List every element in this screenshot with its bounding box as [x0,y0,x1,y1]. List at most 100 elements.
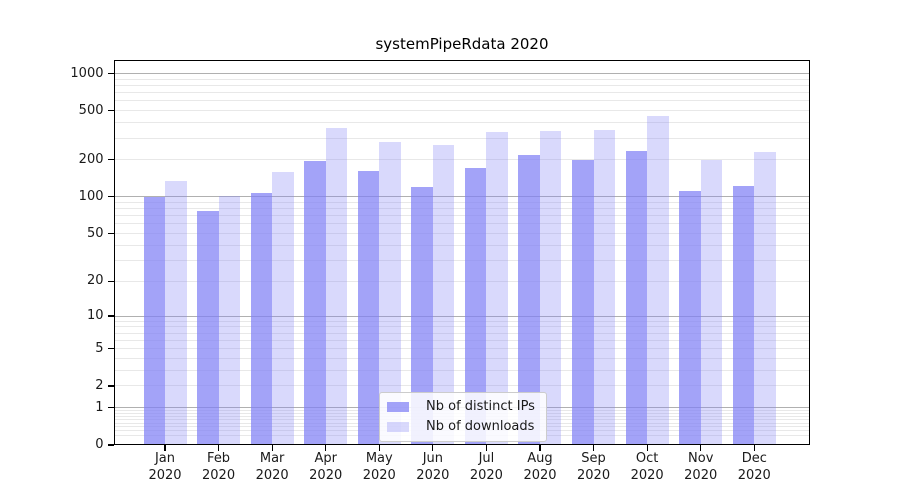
y-gridline-minor [114,92,810,94]
x-tick-mark [592,445,595,451]
x-tick-mark [164,445,166,451]
x-tick-mark [539,445,541,451]
x-tick-label: May 2020 [362,451,396,483]
x-tick-label: Feb 2020 [202,451,236,483]
bar-mar-ips [250,192,273,445]
legend-swatch-downloads [387,421,409,432]
x-tick-mark [378,445,380,451]
bar-dec-ips [732,185,755,445]
bar-dec-downloads [754,151,776,445]
x-tick-mark [271,445,273,451]
bar-aug-ips [518,155,540,445]
bar-jan-ips [143,196,165,445]
x-tick-mark [646,445,648,451]
y-gridline-minor [114,110,810,112]
x-tick-label: Jan 2020 [148,451,182,483]
y-gridline-major [114,196,810,198]
bar-feb-downloads [218,196,241,445]
bar-may-downloads [379,142,401,445]
y-tick-mark [107,280,114,282]
y-gridline-minor [114,100,810,102]
bar-apr-downloads [325,128,348,445]
x-tick-label: Oct 2020 [630,451,664,483]
bar-nov-downloads [700,159,723,445]
y-gridline-minor [114,385,810,387]
bar-jul-downloads [486,132,508,445]
bar-feb-ips [197,211,219,445]
bar-oct-downloads [647,116,669,445]
y-tick-label: 500 [78,102,104,118]
legend-item-distinct-ips: Nb of distinct IPs [387,399,535,414]
y-gridline-minor [114,122,810,124]
y-gridline-minor [114,259,810,261]
bar-sep-downloads [593,129,616,445]
y-gridline-minor [114,85,810,87]
y-tick-mark [107,385,114,387]
y-tick-mark [107,315,114,317]
bar-mar-downloads [272,171,294,445]
x-tick-label: Jul 2020 [469,451,503,483]
y-tick-label: 50 [86,225,104,241]
bar-jan-downloads [165,180,187,445]
y-gridline-minor [114,332,810,334]
x-tick-label: Nov 2020 [684,451,718,483]
bar-may-ips [357,171,380,445]
y-gridline-minor [114,357,810,359]
y-tick-mark [107,159,114,161]
y-gridline-minor [114,208,810,210]
y-gridline-minor [114,339,810,341]
x-tick-label: Sep 2020 [577,451,611,483]
y-gridline-minor [114,159,810,161]
y-gridline-minor [114,369,810,371]
y-tick-mark [107,196,114,198]
y-gridline-minor [114,348,810,350]
y-tick-mark [107,72,114,75]
y-tick-label: 5 [95,340,104,356]
legend: Nb of distinct IPs Nb of downloads [379,392,547,442]
x-tick-label: Mar 2020 [255,451,289,483]
y-tick-mark [107,233,114,235]
legend-label-downloads: Nb of downloads [426,419,535,434]
x-tick-mark [432,445,434,451]
y-gridline-minor [114,215,810,217]
y-gridline-minor [114,78,810,80]
y-tick-label: 1000 [70,65,104,81]
x-tick-label: Jun 2020 [416,451,450,483]
y-gridline-minor [114,320,810,322]
legend-item-downloads: Nb of downloads [387,419,535,434]
y-gridline-minor [114,280,810,282]
bar-aug-downloads [539,131,562,445]
y-gridline-major [114,73,810,75]
bar-apr-ips [304,160,326,445]
legend-swatch-distinct-ips [387,401,409,412]
y-tick-mark [107,407,114,409]
y-tick-label: 20 [86,273,104,289]
y-tick-label: 10 [86,308,104,324]
bar-sep-ips [572,160,594,445]
x-tick-label: Apr 2020 [309,451,343,483]
y-gridline-minor [114,223,810,225]
y-gridline-minor [114,326,810,328]
y-tick-label: 2 [95,377,104,393]
x-tick-mark [217,445,220,451]
y-tick-mark [107,348,114,350]
bar-nov-ips [679,190,701,445]
y-gridline-minor [114,244,810,246]
x-tick-mark [700,445,702,451]
x-tick-mark [325,445,327,451]
y-tick-label: 0 [95,437,104,452]
y-gridline-minor [114,137,810,139]
chart-title: systemPipeRdata 2020 [375,35,549,53]
y-gridline-major [114,315,810,317]
y-tick-label: 1 [95,399,104,415]
y-tick-mark [107,110,114,112]
y-tick-label: 100 [78,188,104,204]
bar-jun-downloads [432,145,455,445]
y-tick-label: 200 [78,151,104,167]
bar-jul-ips [464,167,487,445]
bar-oct-ips [625,150,648,445]
x-tick-mark [485,445,487,451]
x-tick-label: Dec 2020 [737,451,771,483]
bar-jun-ips [411,187,433,445]
